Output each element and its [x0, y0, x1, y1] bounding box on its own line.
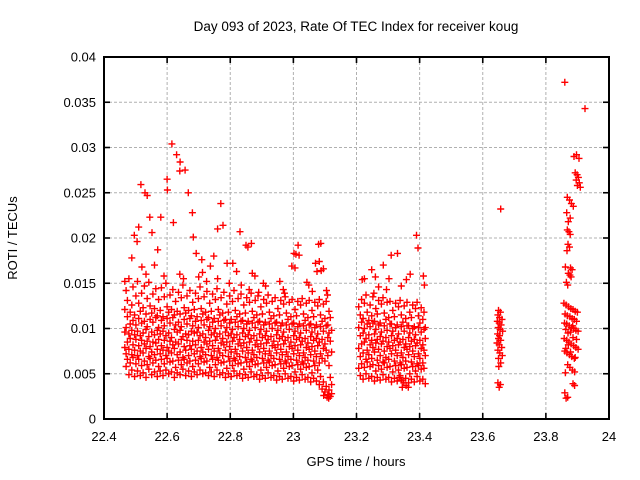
- y-tick-label: 0: [89, 412, 96, 427]
- y-tick-label: 0.005: [63, 366, 96, 381]
- y-tick-label: 0.01: [71, 321, 96, 336]
- x-tick-label: 24: [602, 429, 616, 444]
- x-tick-label: 23: [286, 429, 300, 444]
- y-tick-label: 0.025: [63, 185, 96, 200]
- y-tick-label: 0.04: [71, 50, 96, 65]
- x-tick-marks: [103, 57, 610, 419]
- y-tick-label: 0.03: [71, 140, 96, 155]
- x-tick-label: 22.8: [218, 429, 243, 444]
- x-tick-label: 23.4: [407, 429, 432, 444]
- x-tick-label: 23.2: [344, 429, 369, 444]
- data-points: [121, 78, 589, 402]
- chart-title: Day 093 of 2023, Rate Of TEC Index for r…: [194, 19, 519, 34]
- y-tick-marks: [104, 56, 609, 420]
- x-axis-label: GPS time / hours: [307, 454, 406, 469]
- x-tick-label: 22.6: [154, 429, 179, 444]
- y-tick-label: 0.015: [63, 276, 96, 291]
- x-tick-label: 23.8: [533, 429, 558, 444]
- y-tick-labels: 0 0.005 0.01 0.015 0.02 0.025 0.03 0.035 0.04: [63, 50, 96, 427]
- y-tick-label: 0.035: [63, 95, 96, 110]
- grid-lines: [104, 57, 609, 419]
- y-tick-label: 0.02: [71, 231, 96, 246]
- x-tick-label: 22.4: [91, 429, 116, 444]
- y-axis-label: ROTI / TECUs: [5, 196, 20, 280]
- x-tick-label: 23.6: [470, 429, 495, 444]
- x-tick-labels: 22.4 22.6 22.8 23 23.2 23.4 23.6 23.8 24: [91, 429, 616, 444]
- scatter-points-roti: [121, 78, 589, 402]
